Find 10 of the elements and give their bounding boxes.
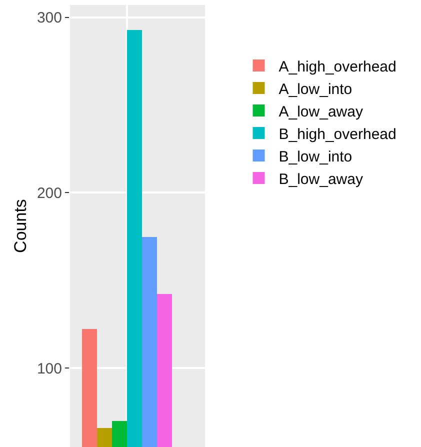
legend-label: B_low_away — [278, 170, 364, 188]
legend-label: A_low_into — [278, 80, 352, 98]
y-tick-label: 100 — [36, 360, 62, 378]
legend-label: B_low_into — [278, 148, 352, 166]
legend-label: B_high_overhead — [278, 126, 396, 143]
legend-label: A_high_overhead — [278, 58, 396, 76]
y-axis-title: Counts — [11, 199, 30, 253]
y-tick-label: 200 — [36, 184, 62, 202]
y-tick-label: 300 — [36, 10, 62, 27]
legend-label: A_low_away — [278, 103, 364, 120]
